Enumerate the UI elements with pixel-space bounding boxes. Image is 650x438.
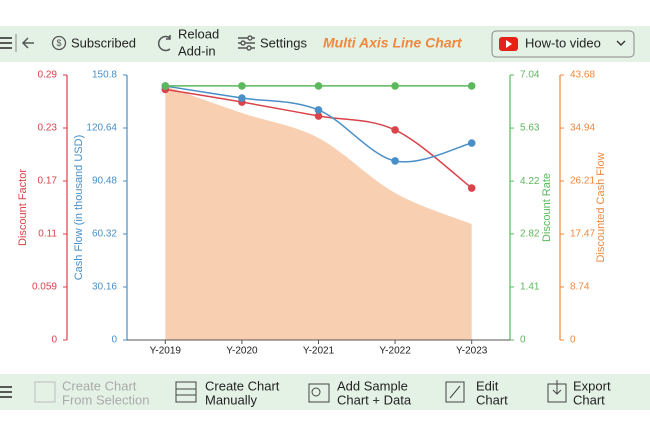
settings-icon[interactable]: [238, 35, 255, 51]
y-tick-label: 43.68: [570, 70, 595, 81]
marker: [314, 82, 323, 90]
reload[interactable]: Add-in: [178, 43, 216, 58]
y-tick-label: 0.059: [32, 282, 57, 293]
y-tick-label: 60.32: [92, 229, 117, 240]
marker: [161, 82, 170, 90]
create-manually[interactable]: Create Chart: [205, 378, 280, 393]
video-button[interactable]: [491, 30, 635, 58]
y-tick-label: 120.64: [86, 123, 117, 134]
add-sample[interactable]: Chart + Data: [337, 392, 412, 407]
axis-title: Discount Factor: [17, 169, 29, 246]
x-tick-label: Y-2021: [303, 346, 335, 357]
y-tick-label: 26.21: [570, 176, 595, 187]
y-tick-label: 150.8: [92, 70, 117, 81]
edit-chart[interactable]: Chart: [476, 392, 508, 407]
settings[interactable]: Settings: [260, 35, 307, 50]
marker: [467, 184, 476, 192]
y-tick-label: 8.74: [570, 282, 590, 293]
x-tick-label: Y-2023: [456, 346, 488, 357]
axis-title: Cash Flow (in thousand USD): [73, 135, 85, 281]
y-tick-label: 34.94: [570, 123, 595, 134]
edit-icon: [445, 381, 465, 403]
create-from-selection: Create Chart: [62, 378, 137, 393]
subscribed[interactable]: Subscribed: [71, 35, 136, 50]
y-tick-label: 2.82: [520, 228, 540, 239]
menu-icon[interactable]: [0, 37, 12, 49]
marker: [238, 94, 246, 102]
y-tick-label: 0.11: [38, 229, 57, 240]
export-icon: [547, 380, 567, 403]
x-tick-label: Y-2019: [150, 346, 182, 357]
marker: [467, 82, 476, 90]
y-tick-label: 0.17: [38, 176, 58, 187]
y-tick-label: 0.23: [38, 123, 58, 134]
sample-icon: [308, 383, 330, 403]
bottom-bar: [0, 374, 650, 410]
chevron: [616, 40, 626, 46]
y-tick-label: 0: [51, 335, 57, 346]
marker: [391, 157, 399, 165]
y-tick-label: 90.48: [92, 176, 117, 187]
x-tick-label: Y-2022: [379, 346, 411, 357]
marker: [314, 112, 323, 120]
manual-icon: [175, 381, 197, 403]
create-manually[interactable]: Manually: [205, 392, 258, 407]
y-tick-label: 0: [520, 335, 526, 346]
y-tick-label: 1.41: [520, 282, 540, 293]
back-icon[interactable]: [21, 37, 34, 49]
marker: [238, 82, 246, 90]
export-chart[interactable]: Export: [573, 378, 611, 393]
marker: [391, 82, 399, 90]
video-label[interactable]: How-to video: [525, 35, 601, 50]
y-tick-label: 7.04: [520, 70, 540, 81]
y-tick-label: 0.29: [38, 70, 58, 81]
add-sample[interactable]: Add Sample: [337, 378, 408, 393]
y-tick-label: 0: [570, 335, 576, 346]
y-tick-label: 30.16: [92, 282, 117, 293]
chart: 0 0.059 0.11 0.17 0.23 0.29 Discount Factor 0 30…: [17, 70, 607, 357]
edit-chart[interactable]: Edit: [476, 378, 499, 393]
marker: [391, 126, 399, 134]
axis-title: Discounted Cash Flow: [595, 152, 607, 262]
marker: [467, 139, 476, 147]
axis-title: Discount Rate: [541, 173, 553, 242]
selection-icon: [34, 381, 56, 403]
reload[interactable]: Reload: [178, 26, 219, 41]
y-tick-label: 17.47: [570, 229, 595, 240]
reload-icon[interactable]: [157, 35, 171, 52]
export-chart[interactable]: Chart: [573, 392, 605, 407]
marker: [314, 106, 323, 114]
app-title: Multi Axis Line Chart: [323, 35, 463, 51]
y-tick-label: 5.63: [520, 123, 540, 134]
area: [165, 85, 472, 341]
create-from-selection: From Selection: [62, 392, 149, 407]
menu-icon[interactable]: [0, 386, 12, 398]
y-tick-label: 4.22: [520, 176, 540, 187]
dollar-icon: [51, 35, 67, 51]
play-glyph: [506, 40, 512, 48]
x-tick-label: Y-2020: [226, 346, 258, 357]
dollar-glyph: $: [56, 38, 61, 48]
y-tick-label: 0: [111, 335, 117, 346]
